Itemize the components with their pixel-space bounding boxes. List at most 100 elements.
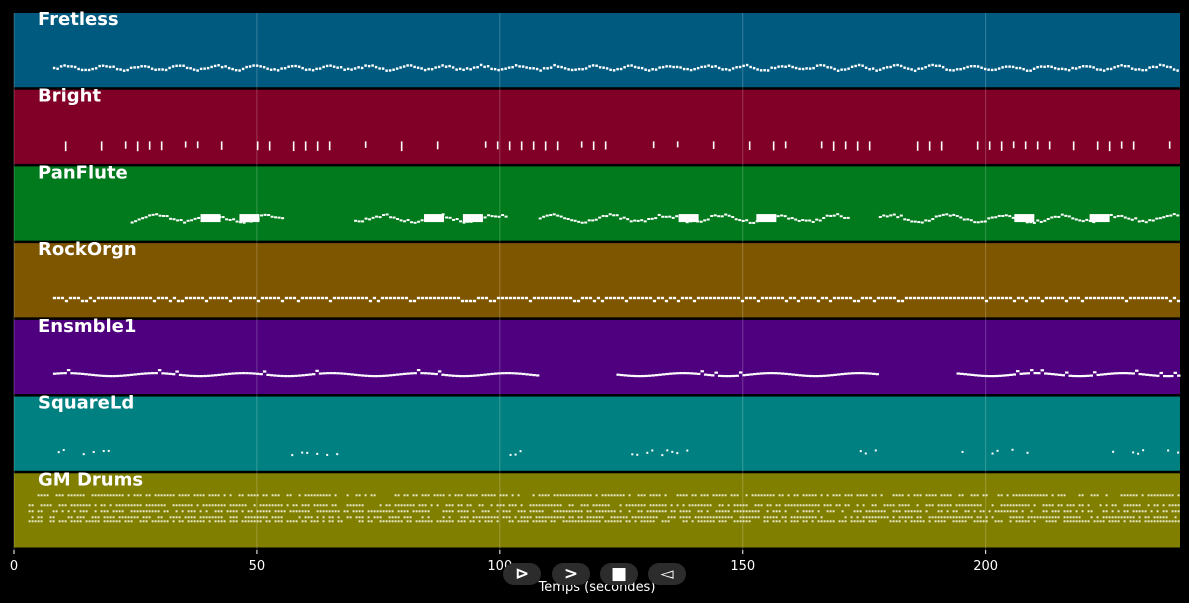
drum-hit [565,520,568,523]
note [339,66,343,69]
drum-hit [820,520,823,523]
note [430,372,435,375]
drum-hit [103,520,106,523]
drum-hit [73,510,76,513]
drum-hit [1027,516,1030,519]
note [248,65,252,68]
note [462,221,466,224]
note [252,372,256,375]
drum-hit [40,516,43,519]
drum-hit [595,504,598,507]
drum-hit [1045,510,1048,513]
drum-hit [625,516,628,519]
drum-hit [538,520,541,523]
drum-hit [805,504,808,507]
note [297,65,301,68]
drum-hit [526,520,529,523]
drum-hit [565,494,568,497]
drum-hit [862,504,865,507]
note [158,214,162,217]
drum-hit [40,520,43,523]
drum-hit [538,516,541,519]
drum-hit [805,494,808,497]
drum-hit [106,520,109,523]
note [364,296,369,300]
note [1048,141,1051,150]
drum-hit [1051,494,1054,497]
note [1092,221,1096,224]
drum-hit [853,520,856,523]
drum-hit [946,516,949,519]
drum-hit [820,516,823,519]
note [685,221,689,224]
drum-hit [100,494,103,497]
note [784,299,789,303]
note [84,68,87,72]
drum-hit [871,510,874,513]
drum-hit [52,520,55,523]
note [896,299,901,303]
drum-hit [148,504,151,507]
drum-hit [67,494,70,497]
drum-hit [571,516,574,519]
drum-hit [214,516,217,519]
drum-hit [502,510,505,513]
drum-hit [718,494,721,497]
drum-hit [193,494,196,497]
drum-hit [544,520,547,523]
drum-hit [991,516,994,519]
note [399,66,402,69]
play-button[interactable]: ⊳ [503,563,541,585]
drum-hit [1123,520,1126,523]
note [332,296,337,300]
drum-hit [328,494,331,497]
note [1131,372,1136,375]
note [727,214,731,217]
note [601,214,605,217]
drum-hit [28,504,31,507]
note [1019,372,1024,375]
drum-hit [1087,504,1090,507]
note [290,64,294,68]
note [900,299,905,303]
note [1123,64,1127,68]
note [1054,373,1059,376]
note [1032,67,1036,70]
drum-hit [607,494,610,497]
drum-hit [955,520,958,523]
note [963,373,968,376]
drum-hit [517,494,520,497]
note [1071,66,1074,70]
note [445,216,449,219]
drum-hit [937,510,940,513]
note [210,374,214,377]
drum-hit [574,494,577,497]
drum-hit [1030,510,1033,513]
drum-hit [79,520,82,523]
x-tick-label: 150 [730,559,755,574]
drum-hit [892,504,895,507]
drum-hit [868,516,871,519]
note [1047,372,1052,375]
note [995,374,999,378]
note [371,64,374,67]
drum-hit [1114,516,1117,519]
drum-hit [199,510,202,513]
note [770,372,774,375]
note [514,64,518,67]
note [169,217,173,220]
drum-hit [625,504,628,507]
stop-button[interactable]: ■ [600,563,638,585]
drum-hit [280,520,283,523]
note [157,68,161,71]
drum-hit [154,510,157,513]
drum-hit [772,494,775,497]
note [87,373,92,376]
note [682,372,687,375]
note [497,68,500,72]
drum-hit [214,520,217,523]
drum-hit [265,494,268,497]
note [612,214,616,217]
previous-button[interactable]: ◅ [648,563,686,585]
next-button[interactable]: > [552,563,590,585]
